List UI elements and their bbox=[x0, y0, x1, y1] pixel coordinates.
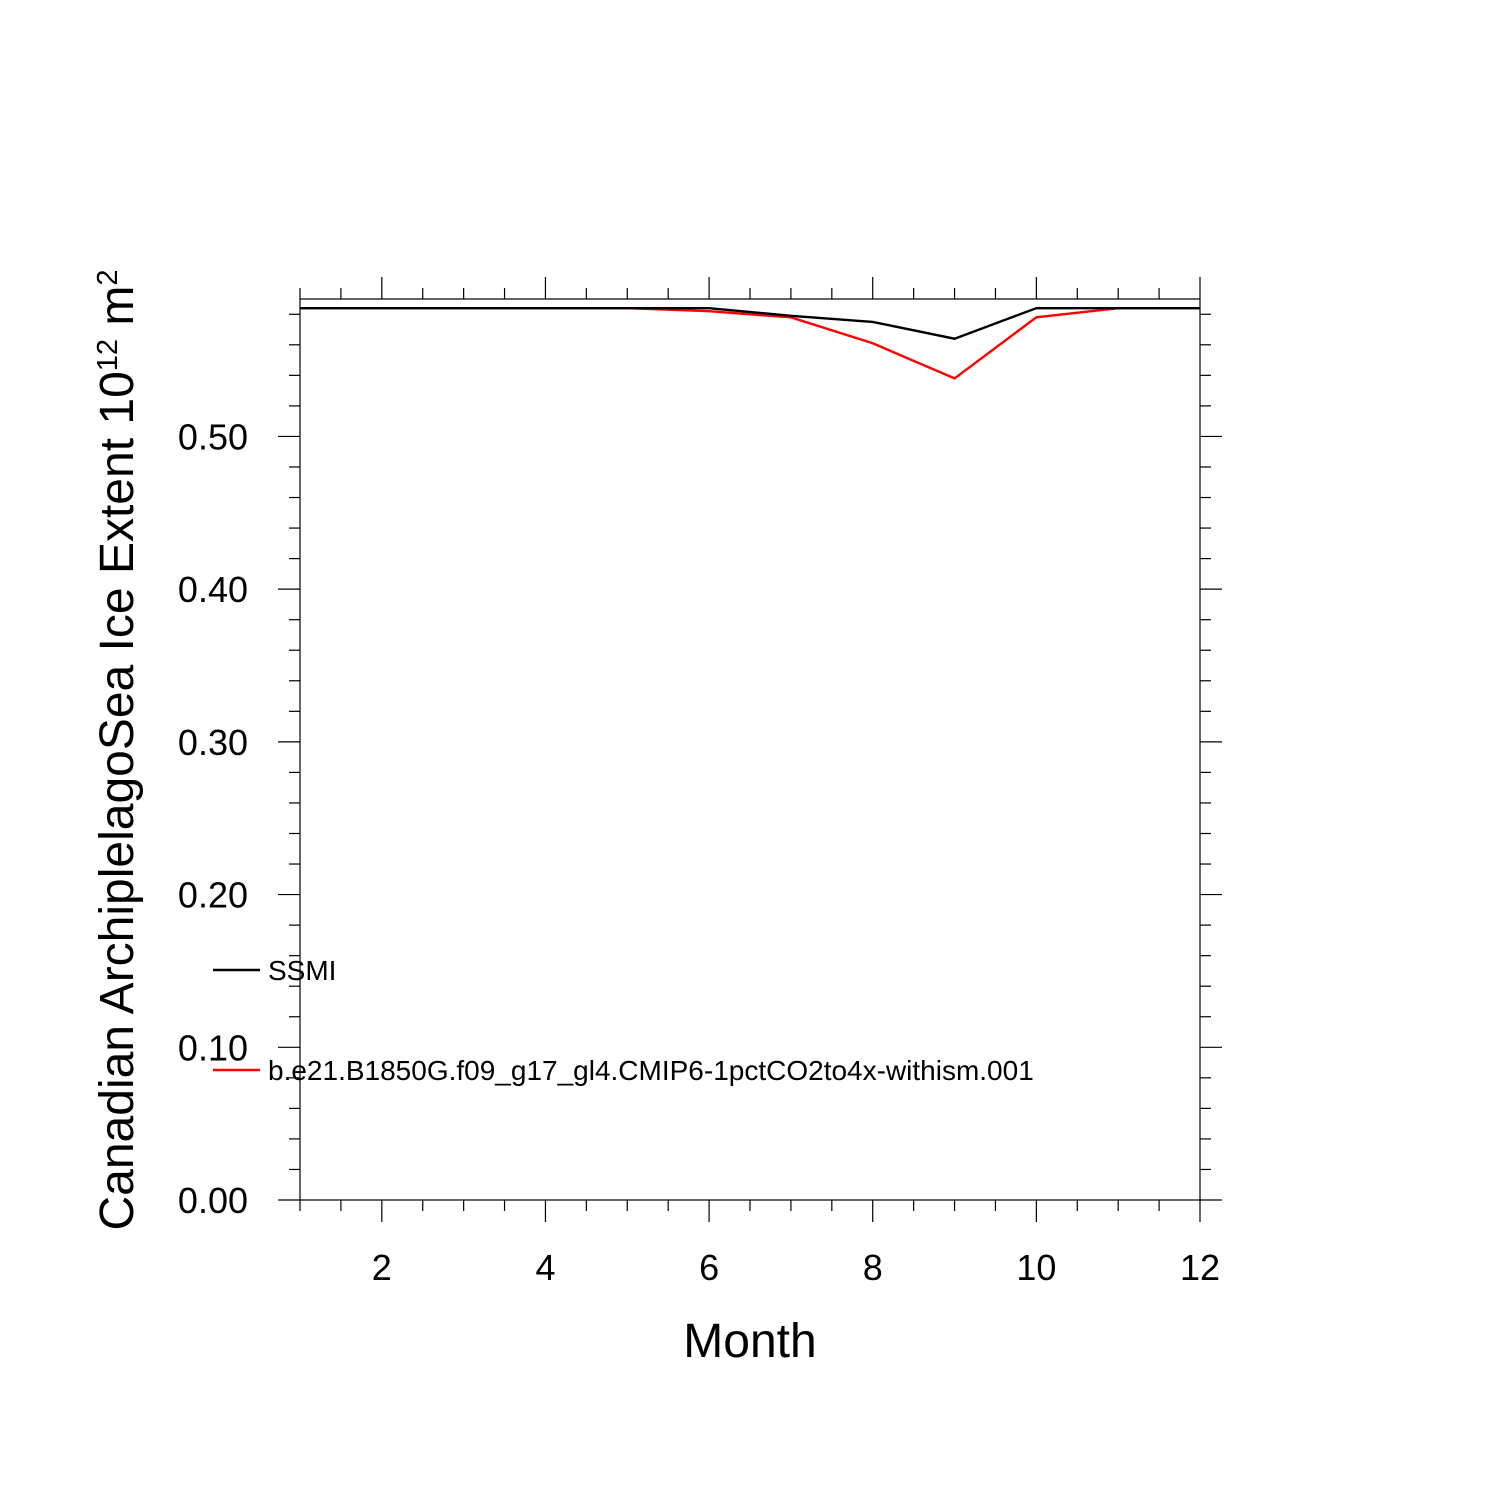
y-tick-label: 0.30 bbox=[178, 722, 248, 763]
x-tick-label: 4 bbox=[535, 1247, 555, 1288]
y-tick-label: 0.10 bbox=[178, 1027, 248, 1068]
legend-label: b.e21.B1850G.f09_g17_gl4.CMIP6-1pctCO2to… bbox=[268, 1055, 1034, 1086]
y-axis-title-main: Canadian ArchiplelagoSea Ice Extent 10 bbox=[91, 371, 144, 1230]
x-tick-label: 8 bbox=[863, 1247, 883, 1288]
x-tick-label: 2 bbox=[372, 1247, 392, 1288]
y-tick-label: 0.50 bbox=[178, 416, 248, 457]
y-axis-title: Canadian ArchiplelagoSea Ice Extent 1012… bbox=[91, 270, 144, 1231]
y-axis-title-unit: m bbox=[91, 286, 144, 339]
series-line bbox=[300, 306, 1200, 380]
x-axis-title: Month bbox=[683, 1315, 816, 1368]
y-tick-label: 0.20 bbox=[178, 875, 248, 916]
y-tick-label: 0.40 bbox=[178, 569, 248, 610]
legend-label: SSMI bbox=[268, 955, 336, 986]
data-series bbox=[300, 306, 1200, 380]
legend: SSMI b.e21.B1850G.f09_g17_gl4.CMIP6-1pctC… bbox=[213, 955, 1034, 1086]
y-axis-title-exponent-2: 2 bbox=[92, 270, 124, 286]
x-tick-label: 12 bbox=[1180, 1247, 1220, 1288]
y-axis-title-exponent-1: 12 bbox=[92, 339, 124, 371]
series-line bbox=[300, 306, 1200, 340]
x-tick-label: 10 bbox=[1016, 1247, 1056, 1288]
x-tick-label: 6 bbox=[699, 1247, 719, 1288]
y-tick-label: 0.00 bbox=[178, 1180, 248, 1221]
axis-tick-labels: 2 4 6 8 10 12 0.00 0.10 0.20 0.30 0.40 0.50 bbox=[178, 416, 1220, 1288]
axis-ticks bbox=[278, 277, 1222, 1222]
